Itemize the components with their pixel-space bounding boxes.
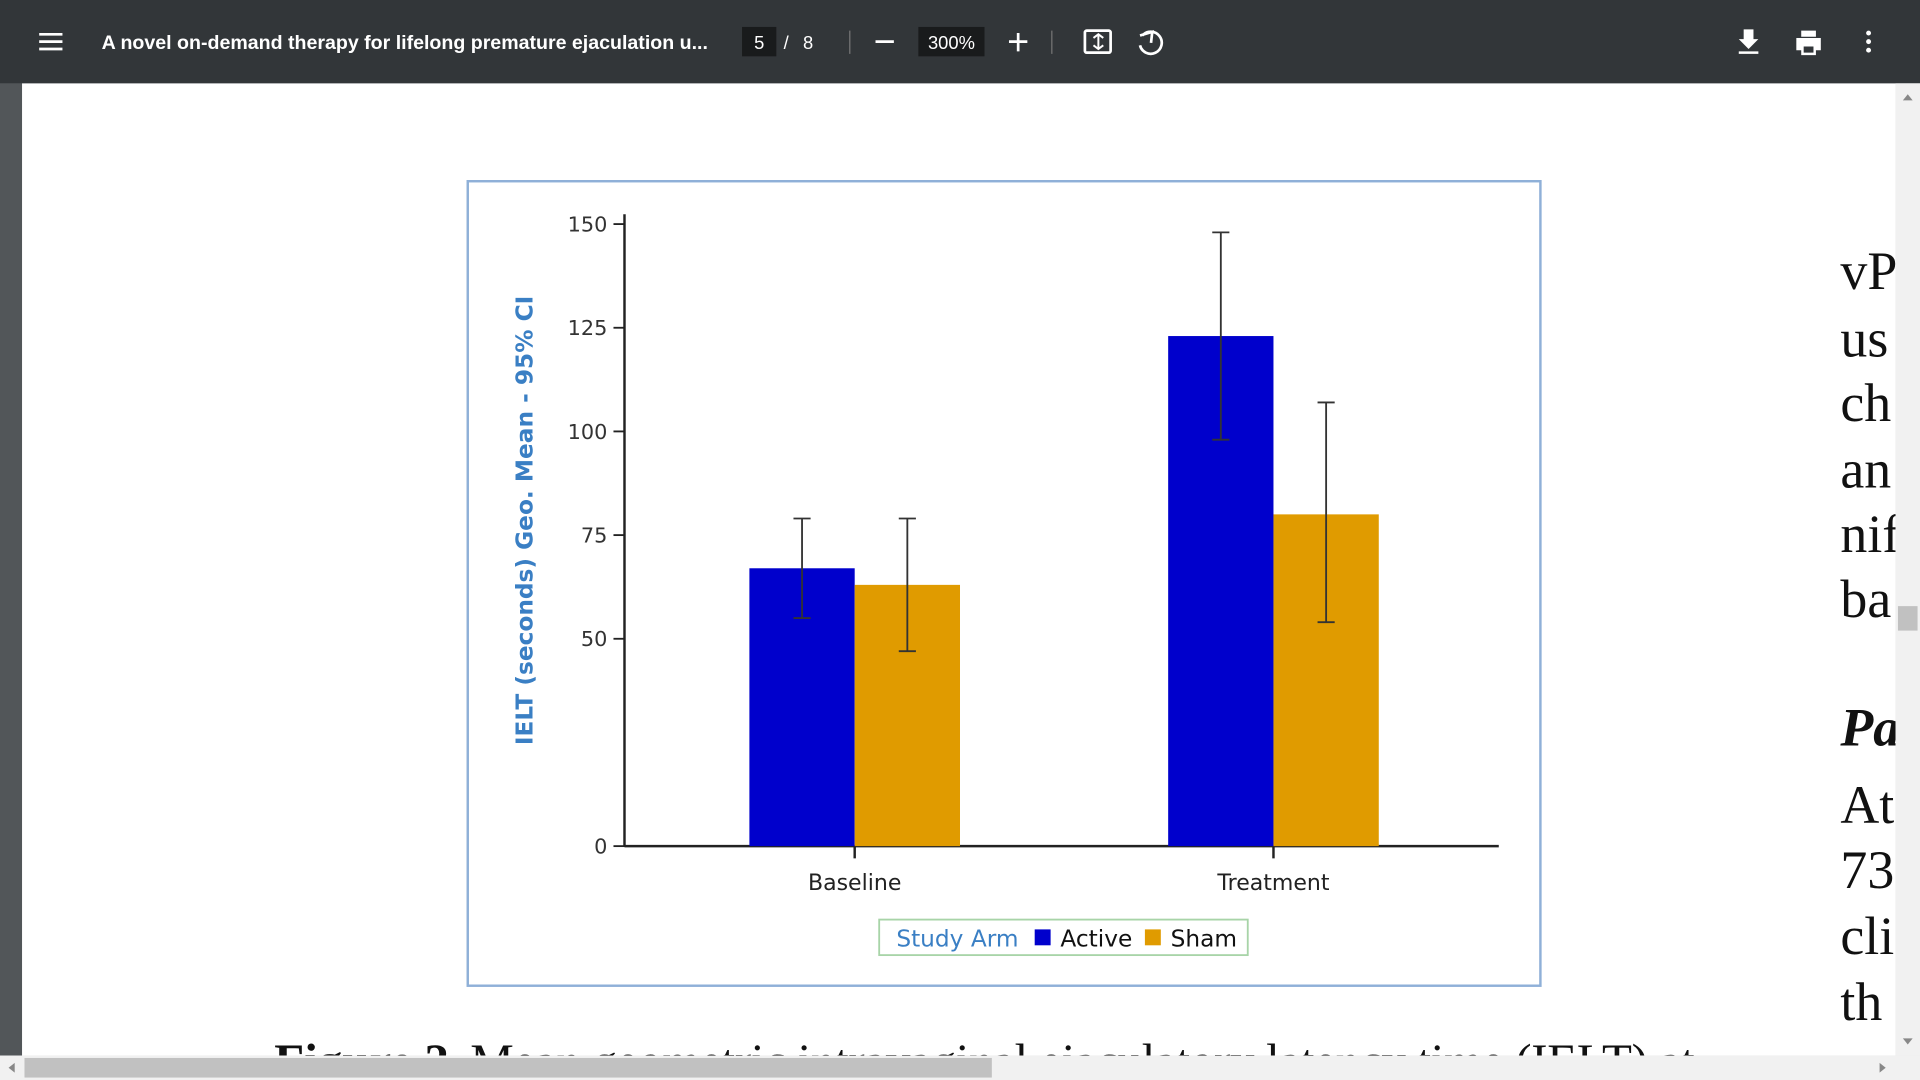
body-text: ch bbox=[1840, 373, 1891, 433]
body-text: nif bbox=[1840, 504, 1900, 564]
legend-label: Active bbox=[1060, 926, 1132, 953]
body-text: an bbox=[1840, 439, 1891, 499]
y-tick-label: 125 bbox=[568, 316, 608, 340]
page-input[interactable] bbox=[742, 26, 777, 57]
fit-page[interactable] bbox=[1083, 29, 1112, 54]
x-tick-label: Treatment bbox=[1216, 871, 1329, 896]
page-total: 8 bbox=[803, 32, 813, 53]
body-text: Pa bbox=[1839, 698, 1900, 758]
y-axis-label: IELT (seconds) Geo. Mean - 95% CI bbox=[512, 296, 539, 745]
v-scroll-thumb[interactable] bbox=[1897, 606, 1918, 631]
page-content: 0 50 75 100 125 150 IELT (seconds) Geo. Mean -… bbox=[274, 180, 1900, 1080]
page-number: 5 bbox=[754, 32, 764, 53]
legend-box bbox=[878, 918, 1249, 957]
v-scrollbar[interactable] bbox=[1895, 83, 1920, 1056]
body-text: At bbox=[1840, 775, 1894, 835]
body-text: 73 bbox=[1840, 840, 1894, 900]
body-text: us bbox=[1840, 308, 1888, 368]
y-tick-label: 50 bbox=[581, 627, 607, 651]
zoom-input[interactable] bbox=[918, 26, 985, 57]
rotate[interactable] bbox=[1138, 29, 1164, 56]
body-text: th bbox=[1840, 972, 1882, 1032]
y-tick-label: 100 bbox=[568, 420, 608, 444]
legend-title: Study Arm bbox=[896, 926, 1018, 953]
caption-label: Figure 2. bbox=[274, 1034, 461, 1080]
h-scroll-thumb[interactable] bbox=[24, 1057, 992, 1078]
y-tick-label: 0 bbox=[594, 834, 607, 858]
y-tick-label: 75 bbox=[581, 523, 607, 547]
more-menu[interactable] bbox=[1866, 30, 1872, 53]
legend-label: Sham bbox=[1171, 926, 1237, 953]
download[interactable] bbox=[1738, 29, 1759, 54]
page-separator: / bbox=[784, 32, 790, 53]
body-text: ba bbox=[1840, 569, 1891, 629]
zoom-level: 300% bbox=[928, 32, 975, 53]
x-tick-label: Baseline bbox=[808, 871, 901, 896]
body-text: cli bbox=[1840, 906, 1894, 966]
menu-button[interactable] bbox=[39, 32, 63, 51]
y-tick-label: 150 bbox=[568, 212, 608, 236]
body-text: vP bbox=[1840, 241, 1897, 301]
caption-text: Mean geometric intravaginal ejaculatory … bbox=[470, 1034, 1695, 1080]
doc-title: A novel on-demand therapy for lifelong p… bbox=[102, 32, 708, 54]
zoom-in[interactable] bbox=[1008, 33, 1028, 52]
legend-swatch bbox=[1144, 929, 1161, 946]
legend-swatch bbox=[1034, 929, 1051, 946]
figure-frame bbox=[466, 180, 1542, 987]
